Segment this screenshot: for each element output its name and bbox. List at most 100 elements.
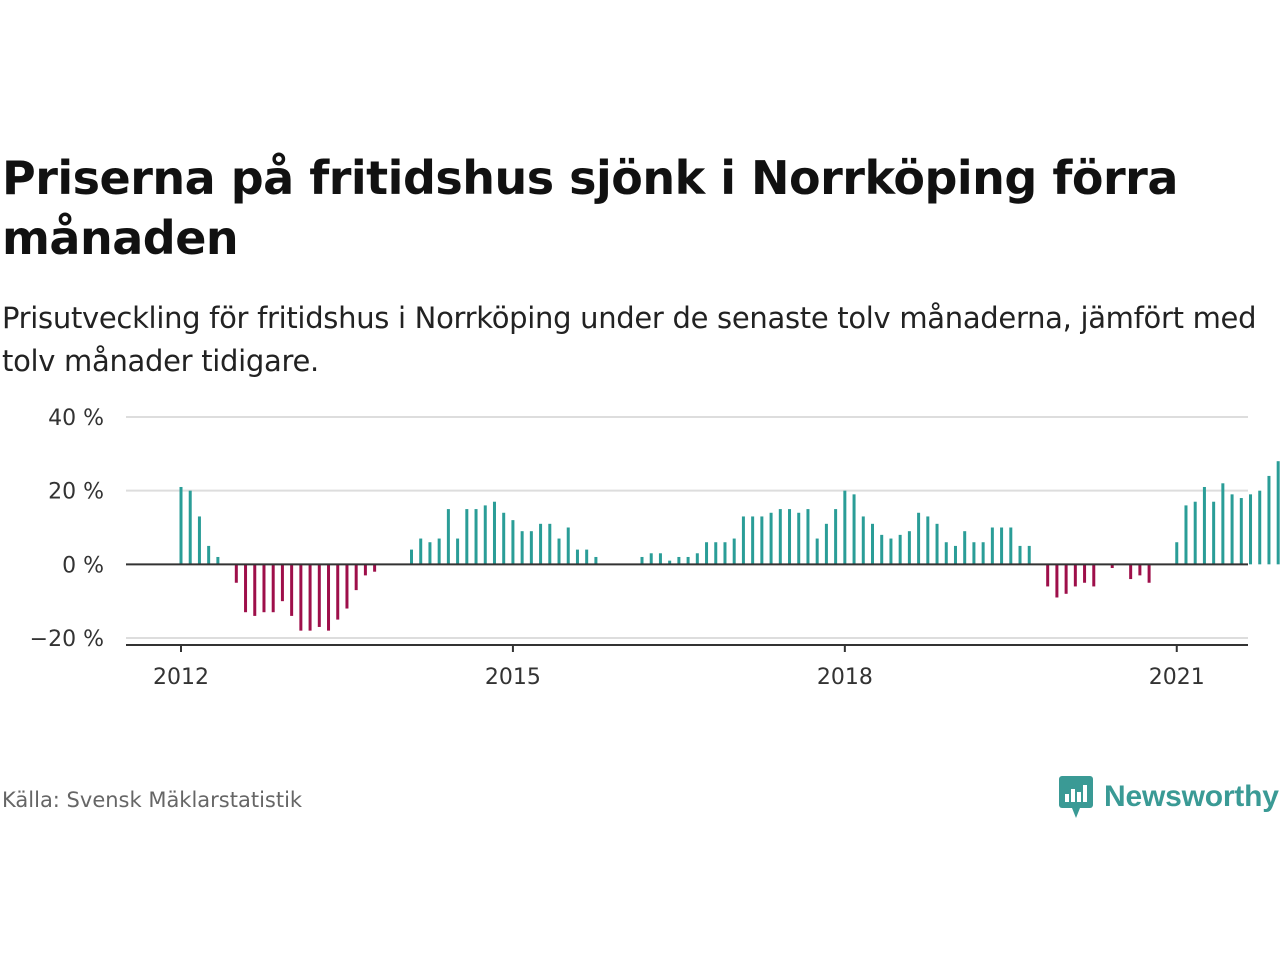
bar — [889, 538, 893, 565]
bar — [456, 538, 460, 565]
bar — [640, 556, 644, 565]
bar — [668, 560, 672, 565]
bar — [179, 486, 183, 565]
bar — [465, 509, 469, 565]
bar — [1009, 527, 1013, 565]
bar — [410, 549, 413, 565]
bar — [244, 564, 248, 613]
bar — [658, 553, 662, 565]
bar — [972, 542, 976, 565]
newsworthy-wordmark: Newsworthy — [1104, 780, 1279, 813]
x-tick-label: 2012 — [153, 665, 209, 690]
bar — [290, 564, 294, 616]
bar — [907, 531, 911, 565]
bar — [806, 509, 810, 565]
bar — [280, 564, 284, 602]
bar — [944, 542, 948, 565]
bar — [917, 512, 921, 565]
bar — [778, 509, 782, 565]
bar — [723, 542, 727, 565]
bar — [769, 512, 773, 565]
x-tick-label: 2018 — [817, 665, 873, 690]
y-axis-labels: −20 % 0 % 20 % 40 % — [30, 406, 104, 652]
bar — [373, 564, 377, 572]
bar — [741, 516, 745, 565]
bar — [926, 516, 930, 565]
y-tick-label: 0 % — [62, 553, 104, 578]
bar — [197, 516, 201, 565]
bar — [824, 523, 828, 565]
bar — [677, 556, 681, 565]
bar — [502, 512, 506, 565]
bar — [751, 516, 755, 565]
bar — [686, 556, 690, 565]
bar — [492, 501, 496, 565]
bar — [1184, 505, 1188, 565]
bar — [308, 564, 312, 631]
bar — [1073, 564, 1077, 587]
bar — [990, 527, 994, 565]
bar — [1175, 542, 1179, 565]
bar — [1212, 501, 1216, 565]
bar — [834, 509, 838, 565]
x-tick-label: 2021 — [1149, 665, 1205, 690]
newsworthy-icon — [1059, 776, 1093, 818]
bar — [1000, 527, 1004, 565]
bar — [1258, 490, 1262, 565]
bar — [1138, 564, 1142, 576]
gridlines — [126, 416, 1248, 639]
bar — [548, 523, 552, 565]
bar — [557, 538, 561, 565]
bar — [253, 564, 257, 616]
bar — [1267, 475, 1271, 565]
bar — [1055, 564, 1059, 598]
bar — [898, 534, 902, 565]
bar — [843, 490, 847, 565]
bar-chart: −20 %0 %20 %40 % 20122015201820212023 −1… — [30, 406, 1280, 690]
bar — [483, 505, 487, 565]
bar — [437, 538, 441, 565]
bar — [446, 509, 450, 565]
bar — [861, 516, 865, 565]
bar — [1193, 501, 1197, 565]
bar — [520, 531, 524, 565]
bar — [566, 527, 570, 565]
bar — [1018, 545, 1022, 565]
bar — [327, 564, 331, 631]
x-tick-label: 2015 — [485, 665, 541, 690]
chart-title: Priserna på fritidshus sjönk i Norrköpin… — [2, 151, 1178, 265]
bar — [529, 531, 533, 565]
bar — [1230, 494, 1234, 565]
bar — [695, 553, 699, 565]
bar — [1147, 564, 1151, 583]
bar — [714, 542, 718, 565]
bar — [797, 512, 801, 565]
bars — [179, 461, 1280, 631]
bar — [539, 523, 543, 565]
bar — [585, 549, 589, 565]
bar — [815, 538, 819, 565]
newsworthy-logo: Newsworthy — [1058, 773, 1279, 821]
bar — [963, 531, 967, 565]
bar — [1110, 564, 1114, 569]
bar — [216, 556, 220, 565]
y-tick-label: −20 % — [30, 627, 104, 652]
y-tick-label: 40 % — [48, 406, 104, 431]
bar — [354, 564, 358, 591]
bar — [1092, 564, 1096, 587]
bar — [262, 564, 266, 613]
bar — [1249, 494, 1253, 565]
bar — [234, 564, 238, 583]
bar — [935, 523, 939, 565]
bar — [1276, 461, 1280, 565]
bar — [1221, 483, 1225, 565]
bar — [207, 545, 211, 565]
bar — [1064, 564, 1068, 594]
bar — [1027, 545, 1031, 565]
bar — [299, 564, 303, 631]
bar — [732, 538, 736, 565]
bar — [363, 564, 367, 576]
bar — [953, 545, 957, 565]
bar — [345, 564, 349, 609]
bar — [317, 564, 321, 627]
